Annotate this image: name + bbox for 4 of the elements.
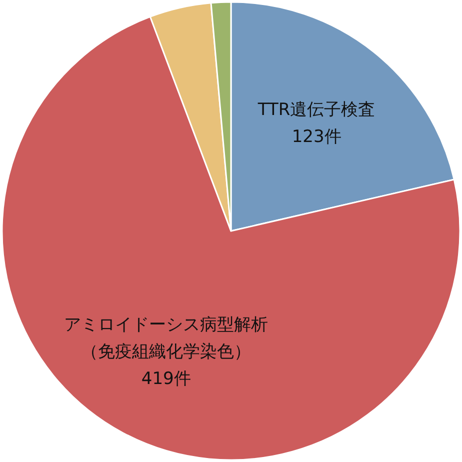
slice-label: アミロイドーシス病型解析（免疫組織化学染色） [64, 315, 268, 362]
data-label: 419件 [141, 369, 191, 390]
data-label: 123件 [292, 126, 342, 147]
slice-label: TTR遺伝子検査 [256, 100, 376, 120]
